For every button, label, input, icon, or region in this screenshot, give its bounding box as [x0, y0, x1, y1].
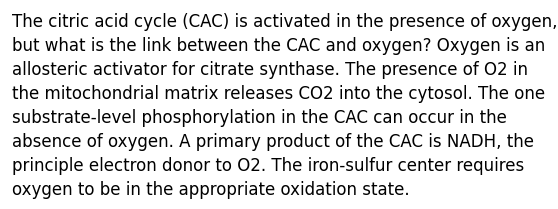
Text: allosteric activator for citrate synthase. The presence of O2 in: allosteric activator for citrate synthas…: [12, 61, 528, 79]
Text: oxygen to be in the appropriate oxidation state.: oxygen to be in the appropriate oxidatio…: [12, 181, 410, 199]
Text: The citric acid cycle (CAC) is activated in the presence of oxygen,: The citric acid cycle (CAC) is activated…: [12, 13, 558, 31]
Text: absence of oxygen. A primary product of the CAC is NADH, the: absence of oxygen. A primary product of …: [12, 133, 534, 151]
Text: but what is the link between the CAC and oxygen? Oxygen is an: but what is the link between the CAC and…: [12, 37, 546, 55]
Text: the mitochondrial matrix releases CO2 into the cytosol. The one: the mitochondrial matrix releases CO2 in…: [12, 85, 545, 103]
Text: substrate-level phosphorylation in the CAC can occur in the: substrate-level phosphorylation in the C…: [12, 109, 507, 127]
Text: principle electron donor to O2. The iron-sulfur center requires: principle electron donor to O2. The iron…: [12, 157, 525, 175]
